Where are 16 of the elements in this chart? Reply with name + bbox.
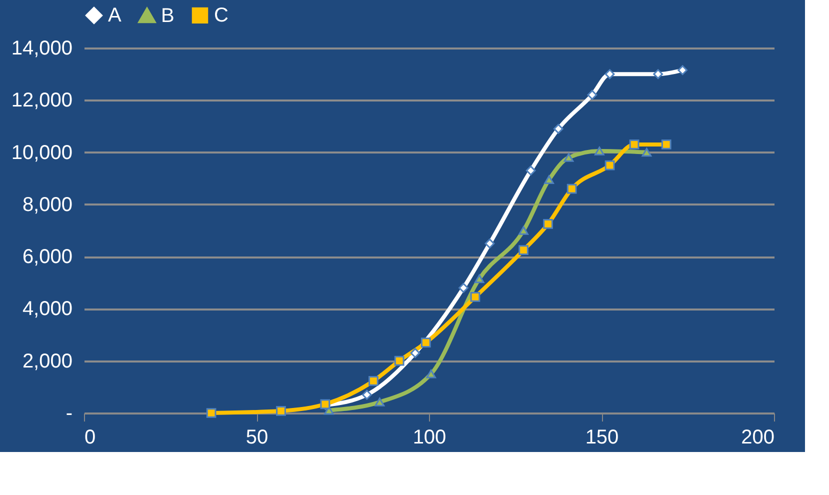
legend-label: C [214,4,228,26]
y-tick-label: 4,000 [22,298,72,320]
legend-label: B [161,4,174,27]
x-tick-label: 200 [741,426,774,448]
legend-label: A [108,4,122,26]
x-tick-label: 50 [246,426,268,448]
x-tick-label: 0 [84,426,96,448]
y-tick-label: 6,000 [22,246,72,268]
x-tick-label: 100 [412,426,446,448]
y-tick-label: 8,000 [22,194,72,216]
y-tick-label: 2,000 [22,350,72,372]
y-tick-label: 12,000 [11,90,72,112]
y-tick-label: 14,000 [11,38,72,60]
y-tick-label: 10,000 [11,142,72,164]
y-tick-label: - [66,402,72,424]
x-tick-label: 150 [585,426,619,448]
